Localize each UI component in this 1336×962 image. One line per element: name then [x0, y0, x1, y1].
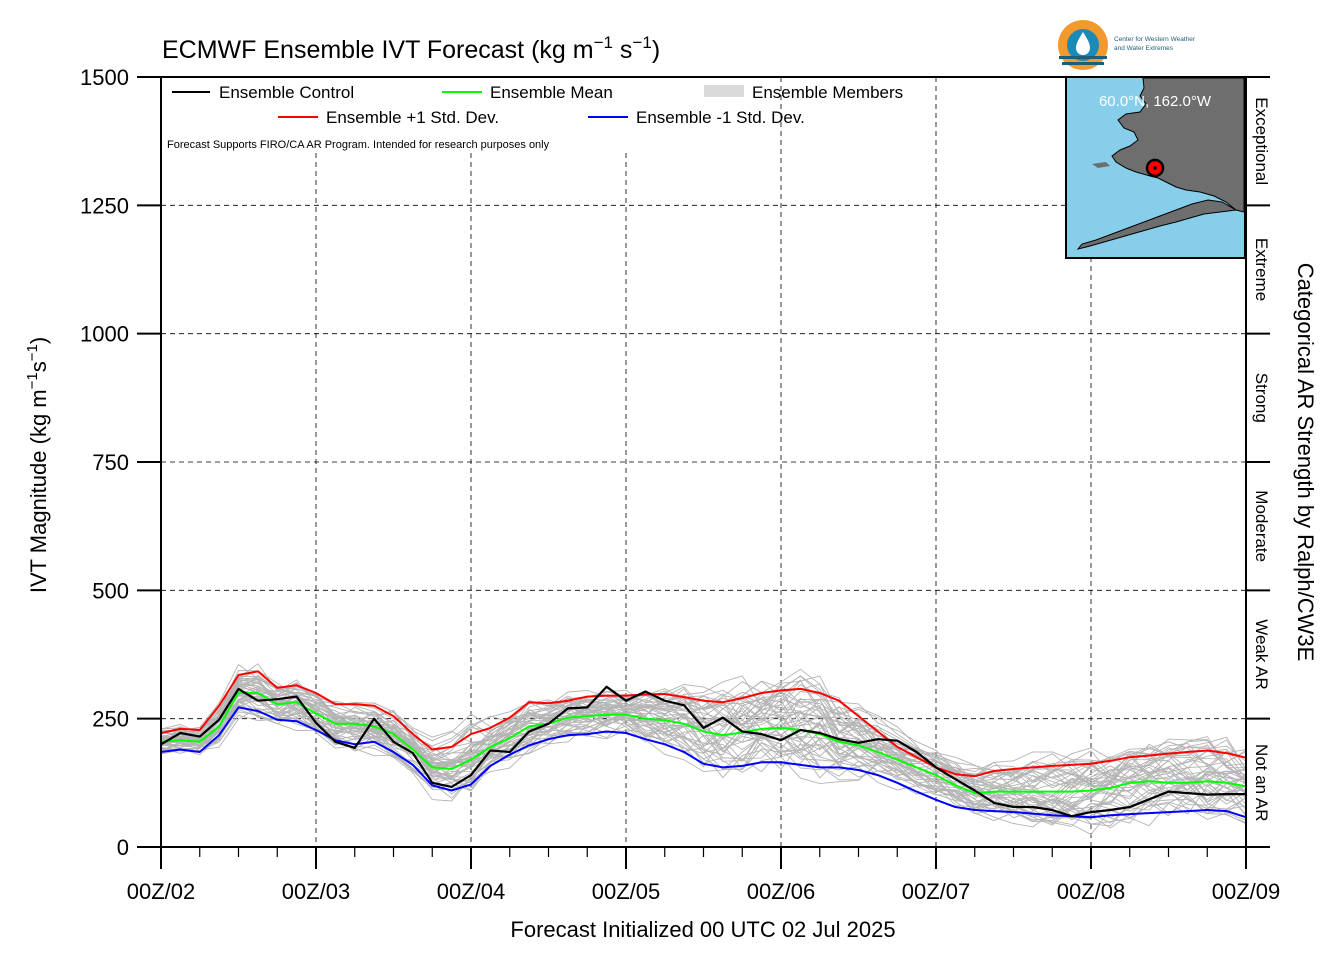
logo-text-line-1: Center for Western Weather	[1114, 36, 1196, 43]
chart-title: ECMWF Ensemble IVT Forecast (kg m−1 s−1)	[162, 33, 660, 64]
right-axis-label: Categorical AR Strength by Ralph/CW3E	[1293, 263, 1318, 662]
x-tick-label: 00Z/02	[127, 879, 196, 904]
category-axis: Not an AR Weak AR Moderate Strong Extreme Exc…	[1246, 76, 1271, 848]
y-tick-label: 500	[92, 578, 129, 603]
logo-waves-icon	[1059, 56, 1107, 59]
ensemble-members	[160, 663, 1247, 835]
x-tick-label: 00Z/04	[437, 879, 506, 904]
ensemble-member-line	[160, 685, 1247, 815]
legend-swatch-members	[704, 85, 744, 97]
series-line-control	[160, 685, 1246, 818]
category-label: Not an AR	[1252, 744, 1271, 822]
ensemble-member-line	[160, 684, 1247, 789]
research-note: Forecast Supports FIRO/CA AR Program. In…	[167, 139, 550, 151]
legend-label-members: Ensemble Members	[752, 83, 903, 102]
category-label: Exceptional	[1252, 97, 1271, 185]
y-tick-label: 1250	[80, 193, 129, 218]
ensemble-member-line	[160, 675, 1247, 791]
x-axis-ticks: 00Z/02 00Z/03 00Z/04 00Z/05 00Z/06 00Z/07 00Z/…	[127, 847, 1281, 904]
x-tick-label: 00Z/05	[592, 879, 661, 904]
legend-label-plus-std: Ensemble +1 Std. Dev.	[326, 108, 499, 127]
inset-map-land	[1111, 77, 1245, 213]
ensemble-member-line	[160, 678, 1247, 792]
category-label: Moderate	[1252, 490, 1271, 562]
legend-label-control: Ensemble Control	[219, 83, 354, 102]
ensemble-series	[160, 670, 1247, 819]
y-axis-label: IVT Magnitude (kg m−1s−1)	[24, 337, 51, 593]
ensemble-member-line	[160, 690, 1247, 817]
y-tick-label: 750	[92, 450, 129, 475]
inset-map: 60.0°N, 162.0°W	[1065, 76, 1246, 259]
series-line-plus-std	[160, 670, 1247, 778]
category-label: Weak AR	[1252, 619, 1271, 690]
x-tick-label: 00Z/03	[282, 879, 351, 904]
series-line-mean	[160, 692, 1247, 795]
inset-map-peninsula	[1076, 199, 1238, 250]
ensemble-member-line	[160, 679, 1247, 795]
ensemble-member-line	[160, 688, 1247, 821]
legend: Ensemble Control Ensemble Mean Ensemble …	[167, 83, 903, 151]
cw3e-logo: Center for Western Weather and Water Ext…	[1058, 20, 1196, 70]
inset-map-island	[1092, 162, 1110, 168]
x-tick-label: 00Z/07	[902, 879, 971, 904]
y-tick-label: 250	[92, 707, 129, 732]
category-label: Extreme	[1252, 238, 1271, 301]
x-tick-label: 00Z/09	[1212, 879, 1281, 904]
ensemble-member-line	[160, 692, 1247, 810]
y-tick-label: 1500	[80, 65, 129, 90]
ensemble-member-line	[160, 680, 1247, 773]
x-axis-label: Forecast Initialized 00 UTC 02 Jul 2025	[510, 917, 895, 942]
logo-drop-icon	[1076, 32, 1090, 55]
y-tick-label: 1000	[80, 322, 129, 347]
inset-map-coordinates: 60.0°N, 162.0°W	[1099, 93, 1212, 110]
legend-label-minus-std: Ensemble -1 Std. Dev.	[636, 108, 805, 127]
series-line-minus-std	[160, 706, 1247, 819]
category-label: Strong	[1252, 373, 1271, 423]
location-marker-center	[1153, 166, 1157, 170]
ensemble-member-line	[160, 692, 1247, 783]
ensemble-member-line	[160, 683, 1247, 808]
y-axis-ticks: 0 250 500 750 1000 1250 1500	[80, 65, 161, 860]
logo-waves-icon-2	[1062, 62, 1104, 65]
x-tick-label: 00Z/06	[747, 879, 816, 904]
x-tick-label: 00Z/08	[1057, 879, 1126, 904]
logo-text-line-2: and Water Extremes	[1114, 45, 1174, 52]
y-tick-label: 0	[117, 835, 129, 860]
legend-label-mean: Ensemble Mean	[490, 83, 613, 102]
